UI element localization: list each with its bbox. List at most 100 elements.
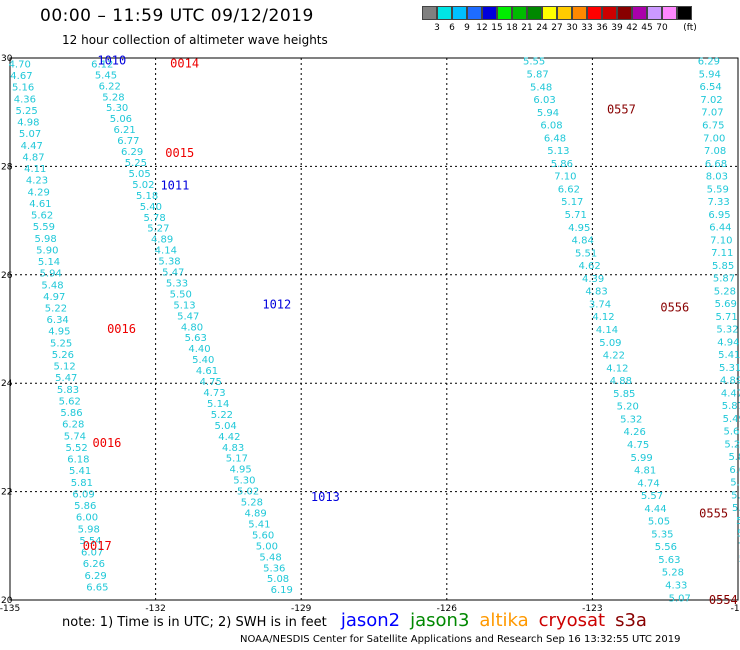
swh-value: 5. [737,529,740,540]
swh-value: 4.26 [624,427,646,438]
swh-value: 4.33 [665,581,687,592]
pass-time-label: 0017 [83,539,112,553]
swh-value: 4.47 [721,388,740,399]
lon-tick-label: -123 [582,604,602,614]
swh-value: 5.81 [71,478,93,489]
swh-value: 6.65 [86,582,108,593]
lat-tick-label: 28 [1,162,13,172]
swh-value: 6.18 [67,455,89,466]
swh-value: 4.81 [634,466,656,477]
swh-value: 4.75 [627,440,649,451]
legend-label: 9 [464,23,470,33]
satellite-label: s3a [615,610,647,631]
swh-value: 5.87 [722,401,740,412]
swh-value: 4.74 [637,478,659,489]
lat-tick-label: 22 [1,488,12,498]
swh-value: 6.00 [76,513,98,524]
swh-value: 6.95 [708,210,730,221]
swh-value: 7.08 [704,146,726,157]
swh-value: 4.89 [720,376,740,387]
swh-value: 5.86 [74,501,96,512]
swh-value: 6.34 [47,315,69,326]
swh-value: 5.51 [575,248,597,259]
legend-label: 33 [581,23,593,33]
swh-value: 4.39 [582,274,604,285]
swh-value: 6.12 [91,59,113,70]
legend-label: 24 [536,23,548,33]
satellite-label: jason2 [340,610,401,631]
legend-swatch [572,6,587,20]
swh-value: 5. [736,516,740,527]
swh-value: 5.94 [40,269,62,280]
swh-value: 6.54 [700,82,722,93]
swh-value: 7.00 [703,133,725,144]
swh-value: 5.86 [60,408,82,419]
swh-value: 5.50 [170,289,192,300]
pass-time-label: 0557 [607,102,636,116]
swh-value: 5.45 [95,70,117,81]
swh-value: 5.48 [530,82,552,93]
swh-value: 7.10 [710,235,732,246]
swh-value: 5.07 [669,593,691,604]
swh-value: 4.94 [717,337,739,348]
swh-value: 5.60 [252,530,274,541]
swh-value: 7.07 [701,108,723,119]
legend-label: 6 [449,23,455,33]
swh-value: 5.52 [66,443,88,454]
swh-value: 5.4 [730,478,740,489]
swh-value: 5.78 [143,213,165,224]
swh-value: 4.40 [188,344,210,355]
swh-value: 5.94 [537,108,559,119]
swh-value: 5.05 [648,517,670,528]
swh-value: 5.48 [259,552,281,563]
pass-time-label: 0016 [93,436,122,450]
legend-label: 18 [506,23,518,33]
swh-value: 5.40 [140,202,162,213]
swh-value: 5.99 [630,453,652,464]
grid-lines [9,57,739,601]
swh-value: 4.44 [644,504,666,515]
legend-label: 42 [626,23,638,33]
swh-value: 5.25 [15,106,37,117]
swh-value: 5.98 [34,234,56,245]
swh-value: 6.21 [114,125,136,136]
swh-value: 6.29 [121,147,143,158]
swh-value: 5.74 [64,431,86,442]
swh-value: 6.22 [99,81,121,92]
swh-value: 4.70 [9,59,31,70]
swh-value: 5.59 [33,222,55,233]
swh-value: 4.22 [603,351,625,362]
swh-value: 7. [738,541,740,552]
swh-value: 4.87 [22,152,44,163]
swh-value: 5.48 [41,280,63,291]
lat-tick-label: 30 [1,54,13,64]
swh-value: 4.95 [568,223,590,234]
swh-value: 4.12 [606,363,628,374]
swh-value: 5.28 [102,92,124,103]
pass-time-label: 1010 [97,54,126,68]
swh-value: 5.31 [719,363,740,374]
swh-value: 5.25 [724,439,740,450]
legend-swatch [512,6,527,20]
swh-value: 5.30 [233,476,255,487]
satellite-legend: jason2 jason3 altika cryosat s3a [331,610,647,631]
swh-value: 5.02 [132,180,154,191]
lat-tick-label: 26 [1,271,13,281]
swh-value: 5.54 [79,536,101,547]
legend-label: 30 [566,23,578,33]
swh-value: 5.13 [173,300,195,311]
legend-swatch [632,6,647,20]
swh-value: 7.33 [708,197,730,208]
legend-label: 45 [641,23,653,33]
swh-value: 4.29 [28,187,50,198]
swh-value: 6.08 [540,121,562,132]
swh-value: 4.95 [48,327,70,338]
pass-time-label: 0554 [709,593,738,607]
swh-value: 5.35 [651,529,673,540]
swh-value: 6.48 [544,133,566,144]
swh-value: 6.28 [62,420,84,431]
lon-tick-label: -129 [291,604,312,614]
legend-swatch [647,6,662,20]
map-subtitle: 12 hour collection of altimeter wave hei… [62,33,328,47]
swh-value: 5.28 [241,498,263,509]
